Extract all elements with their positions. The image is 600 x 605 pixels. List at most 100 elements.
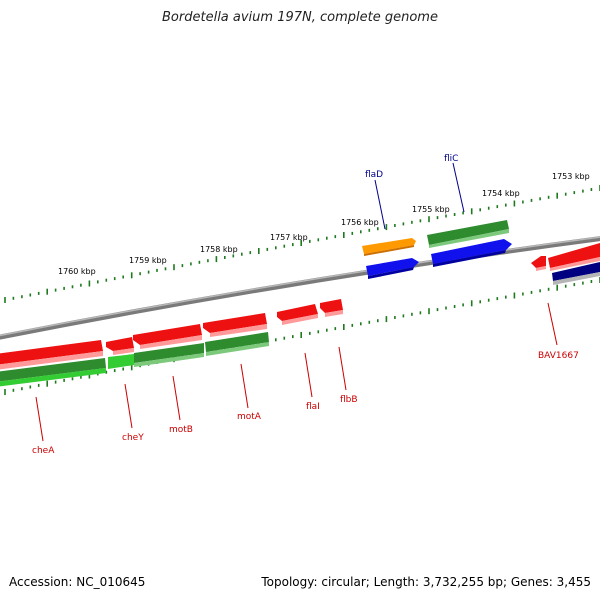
- lower-scale-major-tick: [513, 292, 516, 299]
- lower-scale-minor-tick: [479, 300, 481, 304]
- lower-scale-minor-tick: [351, 323, 354, 327]
- upper-scale-major-tick: [258, 248, 260, 254]
- scale-label-1753: 1753 kbp: [552, 172, 590, 181]
- lower-scale-minor-tick: [29, 385, 32, 389]
- gene-cheA-cds[interactable]: [0, 340, 103, 370]
- gene-label-fliC[interactable]: fliC: [444, 154, 458, 164]
- lower-scale-minor-tick: [12, 388, 15, 392]
- lower-scale-minor-tick: [334, 327, 337, 331]
- gene-fliC-cds[interactable]: [431, 239, 512, 267]
- lower-scale-minor-tick: [37, 383, 40, 387]
- upper-scale-major-tick: [470, 208, 473, 215]
- gene-fliC-forward[interactable]: [427, 220, 509, 248]
- gene-motA-track[interactable]: [205, 332, 269, 356]
- lower-scale-minor-tick: [590, 280, 593, 283]
- gene-right-red[interactable]: [548, 243, 600, 271]
- upper-scale-minor-tick: [317, 238, 320, 242]
- leader-flaI: [304, 352, 313, 398]
- leader-flbB: [338, 346, 347, 391]
- upper-scale-major-tick: [343, 232, 345, 238]
- genome-backbone-highlight: [0, 236, 600, 337]
- scale-label-1757: 1757 kbp: [270, 233, 308, 242]
- lower-scale-minor-tick: [21, 387, 23, 391]
- lower-scale-ticks: [4, 277, 600, 395]
- lower-scale-major-tick: [130, 364, 133, 371]
- gene-cheA-track[interactable]: [0, 358, 106, 387]
- gene-cheY-track[interactable]: [108, 354, 134, 369]
- upper-scale-minor-tick: [283, 244, 286, 248]
- lower-scale-minor-tick: [326, 328, 328, 332]
- upper-scale-minor-tick: [241, 252, 243, 256]
- gene-cheY-cds[interactable]: [106, 337, 134, 355]
- upper-scale-major-tick: [300, 240, 302, 246]
- gene-label-flaD[interactable]: flaD: [365, 170, 383, 180]
- gene-flaD-cds[interactable]: [366, 258, 419, 279]
- gene-label-motA[interactable]: motA: [237, 412, 262, 422]
- gene-motB-cds[interactable]: [133, 324, 202, 349]
- gene-label-motB[interactable]: motB: [169, 425, 193, 435]
- upper-scale-major-tick: [385, 224, 388, 231]
- upper-scale-minor-tick: [122, 275, 124, 279]
- upper-scale-minor-tick: [309, 239, 311, 243]
- leader-motA: [240, 363, 249, 409]
- gene-motB-track[interactable]: [134, 343, 204, 367]
- lower-scale-minor-tick: [105, 370, 108, 374]
- upper-scale-minor-tick: [547, 195, 550, 199]
- lower-scale-minor-tick: [564, 284, 567, 288]
- gene-label-flbB[interactable]: flbB: [340, 395, 358, 405]
- upper-scale-minor-tick: [453, 213, 456, 216]
- lower-scale-major-tick: [428, 308, 430, 315]
- gene-flbB-cds[interactable]: [320, 299, 343, 317]
- upper-scale-major-tick: [428, 216, 430, 223]
- gene-label-flaI[interactable]: flaI: [306, 402, 320, 412]
- gene-label-cheY[interactable]: cheY: [122, 433, 144, 443]
- upper-scale-minor-tick: [573, 191, 576, 195]
- upper-scale-minor-tick: [105, 278, 108, 282]
- upper-scale-minor-tick: [71, 285, 74, 289]
- lower-scale-major-tick: [88, 372, 91, 379]
- upper-scale-minor-tick: [360, 230, 362, 234]
- upper-scale-major-tick: [130, 272, 133, 279]
- lower-scale-major-tick: [470, 300, 473, 307]
- upper-scale-minor-tick: [29, 293, 32, 297]
- gene-motA-cds[interactable]: [203, 313, 267, 337]
- gene-label-cheA[interactable]: cheA: [32, 446, 55, 456]
- lower-scale-minor-tick: [317, 330, 320, 334]
- upper-scale-minor-tick: [224, 256, 226, 259]
- gene-right-navy[interactable]: [552, 262, 600, 285]
- upper-scale-minor-tick: [190, 262, 192, 266]
- upper-scale-minor-tick: [564, 192, 567, 196]
- gene-label-BAV1667[interactable]: BAV1667: [538, 351, 579, 361]
- upper-scale-minor-tick: [156, 268, 158, 272]
- upper-scale-minor-tick: [63, 286, 65, 290]
- upper-scale-minor-tick: [487, 206, 490, 210]
- leader-fliC: [452, 162, 465, 213]
- lower-scale-minor-tick: [368, 320, 371, 324]
- lower-scale-minor-tick: [445, 306, 447, 310]
- upper-scale-minor-tick: [436, 216, 439, 220]
- upper-scale-minor-tick: [139, 272, 141, 276]
- lower-scale-minor-tick: [436, 308, 439, 312]
- lower-scale-minor-tick: [505, 295, 507, 299]
- lower-scale-major-tick: [343, 324, 345, 330]
- lower-scale-minor-tick: [80, 375, 82, 379]
- upper-scale-minor-tick: [402, 222, 405, 226]
- lower-scale-minor-tick: [122, 367, 124, 371]
- leader-cheA: [35, 396, 44, 442]
- upper-scale-minor-tick: [80, 283, 82, 287]
- lower-scale-minor-tick: [539, 289, 541, 293]
- genome-backbone: [0, 236, 600, 340]
- upper-scale-major-tick: [556, 192, 558, 199]
- lower-scale-major-tick: [385, 316, 388, 323]
- gene-flaD-forward[interactable]: [362, 238, 416, 256]
- gene-BAV1667-cds[interactable]: [531, 256, 546, 271]
- upper-scale-minor-tick: [266, 247, 269, 251]
- upper-scale-major-tick: [46, 288, 48, 295]
- upper-scale-minor-tick: [12, 296, 15, 300]
- lower-scale-minor-tick: [496, 297, 499, 301]
- upper-scale-major-tick: [4, 297, 6, 303]
- gene-flaI-cds[interactable]: [277, 304, 318, 325]
- upper-scale-minor-tick: [275, 246, 277, 250]
- upper-scale-minor-tick: [113, 277, 116, 281]
